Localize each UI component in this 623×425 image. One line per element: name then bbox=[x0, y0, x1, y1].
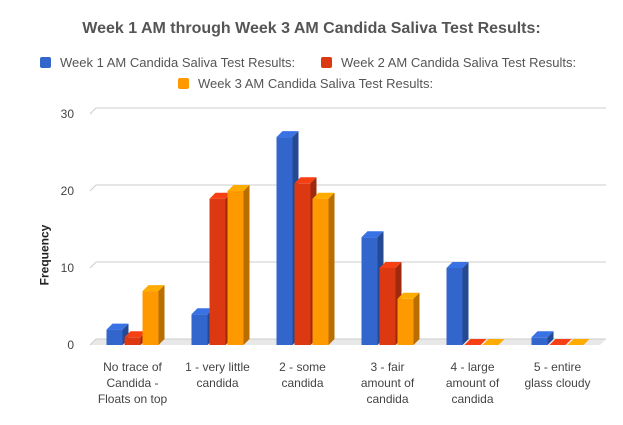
legend-swatch-series-3 bbox=[178, 77, 189, 89]
x-tick-label-line: 2 - some bbox=[279, 360, 326, 374]
legend-item-series-1[interactable]: Week 1 AM Candida Saliva Test Results: bbox=[40, 54, 295, 70]
x-tick-label-1: 1 - very little candida bbox=[185, 360, 250, 390]
x-tick-label-line: candida bbox=[281, 376, 323, 390]
bar-1-series-3-top bbox=[227, 185, 250, 191]
bar-4-series-1 bbox=[446, 268, 463, 345]
bar-3-series-3-top bbox=[397, 292, 420, 299]
bar-4-series-1-side bbox=[462, 262, 469, 345]
y-tick-label-30: 30 bbox=[61, 107, 75, 121]
bar-0-series-3-top bbox=[142, 285, 165, 292]
bar-2-series-1 bbox=[276, 137, 293, 345]
bar-2-series-3-side bbox=[328, 192, 335, 345]
gridline-depth-20 bbox=[89, 184, 97, 192]
y-tick-label-10: 10 bbox=[61, 261, 75, 275]
x-tick-label-line: No trace of bbox=[103, 360, 162, 374]
legend-label-series-1: Week 1 AM Candida Saliva Test Results: bbox=[60, 54, 296, 70]
gridline-depth-0 bbox=[89, 338, 97, 346]
bar-1-series-3 bbox=[227, 191, 244, 345]
gridline-depth-30 bbox=[89, 107, 97, 115]
legend-label-series-2: Week 2 AM Candida Saliva Test Results: bbox=[341, 54, 577, 70]
x-tick-label-line: amount of bbox=[361, 376, 415, 390]
x-tick-label-line: candida bbox=[366, 392, 408, 406]
bar-3-series-2-top bbox=[379, 262, 402, 268]
legend-item-series-2[interactable]: Week 2 AM Candida Saliva Test Results: bbox=[321, 54, 576, 70]
bar-4-series-1-top bbox=[446, 262, 469, 268]
bar-1-series-3-side bbox=[243, 185, 250, 345]
bar-3-series-3-side bbox=[413, 292, 420, 345]
bar-0-series-1-top bbox=[106, 323, 129, 330]
x-tick-label-line: 5 - entire bbox=[534, 360, 582, 374]
bar-5-series-1-top bbox=[531, 331, 554, 338]
legend-swatch-series-2 bbox=[321, 56, 332, 68]
chart-title: Week 1 AM through Week 3 AM Candida Sali… bbox=[82, 20, 541, 37]
bar-2-series-2 bbox=[294, 183, 311, 345]
x-tick-label-line: Candida - bbox=[106, 376, 158, 390]
bar-3-series-1-top bbox=[361, 231, 384, 238]
bar-3-series-3 bbox=[397, 298, 414, 345]
x-tick-label-line: Floats on top bbox=[98, 392, 168, 406]
y-tick-label-0: 0 bbox=[67, 338, 74, 352]
legend-swatch-series-1 bbox=[40, 56, 51, 68]
legend-item-series-3[interactable]: Week 3 AM Candida Saliva Test Results: bbox=[178, 75, 433, 91]
x-tick-label-line: glass cloudy bbox=[524, 376, 590, 390]
bar-0-series-3-side bbox=[158, 285, 165, 345]
bar-2-series-3-top bbox=[312, 192, 335, 199]
bar-1-series-1 bbox=[191, 314, 208, 345]
bar-5-series-1 bbox=[531, 337, 548, 345]
x-tick-label-line: 1 - very little bbox=[185, 360, 250, 374]
bar-2-series-1-top bbox=[276, 131, 299, 138]
legend-label-series-3: Week 3 AM Candida Saliva Test Results: bbox=[198, 75, 434, 91]
bar-3-series-2 bbox=[379, 268, 396, 345]
x-tick-label-0: No trace of Candida - Floats on top bbox=[98, 360, 168, 406]
bar-0-series-2 bbox=[124, 337, 141, 345]
bar-2-series-2-top bbox=[294, 177, 317, 184]
bar-0-series-2-top bbox=[124, 331, 147, 338]
bar-0-series-3 bbox=[142, 291, 159, 345]
x-tick-label-line: candida bbox=[451, 392, 493, 406]
bar-5-series-3-top bbox=[567, 339, 590, 345]
bar-0-series-1 bbox=[106, 329, 123, 345]
chart-floor bbox=[90, 339, 606, 345]
bar-5-series-2-top bbox=[549, 339, 572, 345]
x-tick-label-line: 3 - fair bbox=[370, 360, 404, 374]
bar-1-series-2 bbox=[209, 198, 226, 345]
y-tick-label-20: 20 bbox=[61, 184, 75, 198]
x-tick-label-line: 4 - large bbox=[450, 360, 494, 374]
bar-1-series-1-top bbox=[191, 308, 214, 315]
bar-5-series-1-side bbox=[547, 331, 554, 345]
bar-4-series-2-top bbox=[464, 339, 487, 345]
x-tick-label-3: 3 - fair amount of candida bbox=[361, 360, 415, 406]
x-tick-label-5: 5 - entire glass cloudy bbox=[524, 360, 590, 390]
gridline-depth-10 bbox=[89, 261, 97, 269]
bar-2-series-3 bbox=[312, 198, 329, 345]
bar-1-series-2-top bbox=[209, 192, 232, 199]
bar-4-series-3-top bbox=[482, 339, 505, 345]
x-tick-label-2: 2 - some candida bbox=[279, 360, 326, 390]
x-tick-label-line: candida bbox=[196, 376, 238, 390]
x-tick-label-4: 4 - large amount of candida bbox=[446, 360, 500, 406]
bar-3-series-1 bbox=[361, 237, 378, 345]
x-tick-label-line: amount of bbox=[446, 376, 500, 390]
